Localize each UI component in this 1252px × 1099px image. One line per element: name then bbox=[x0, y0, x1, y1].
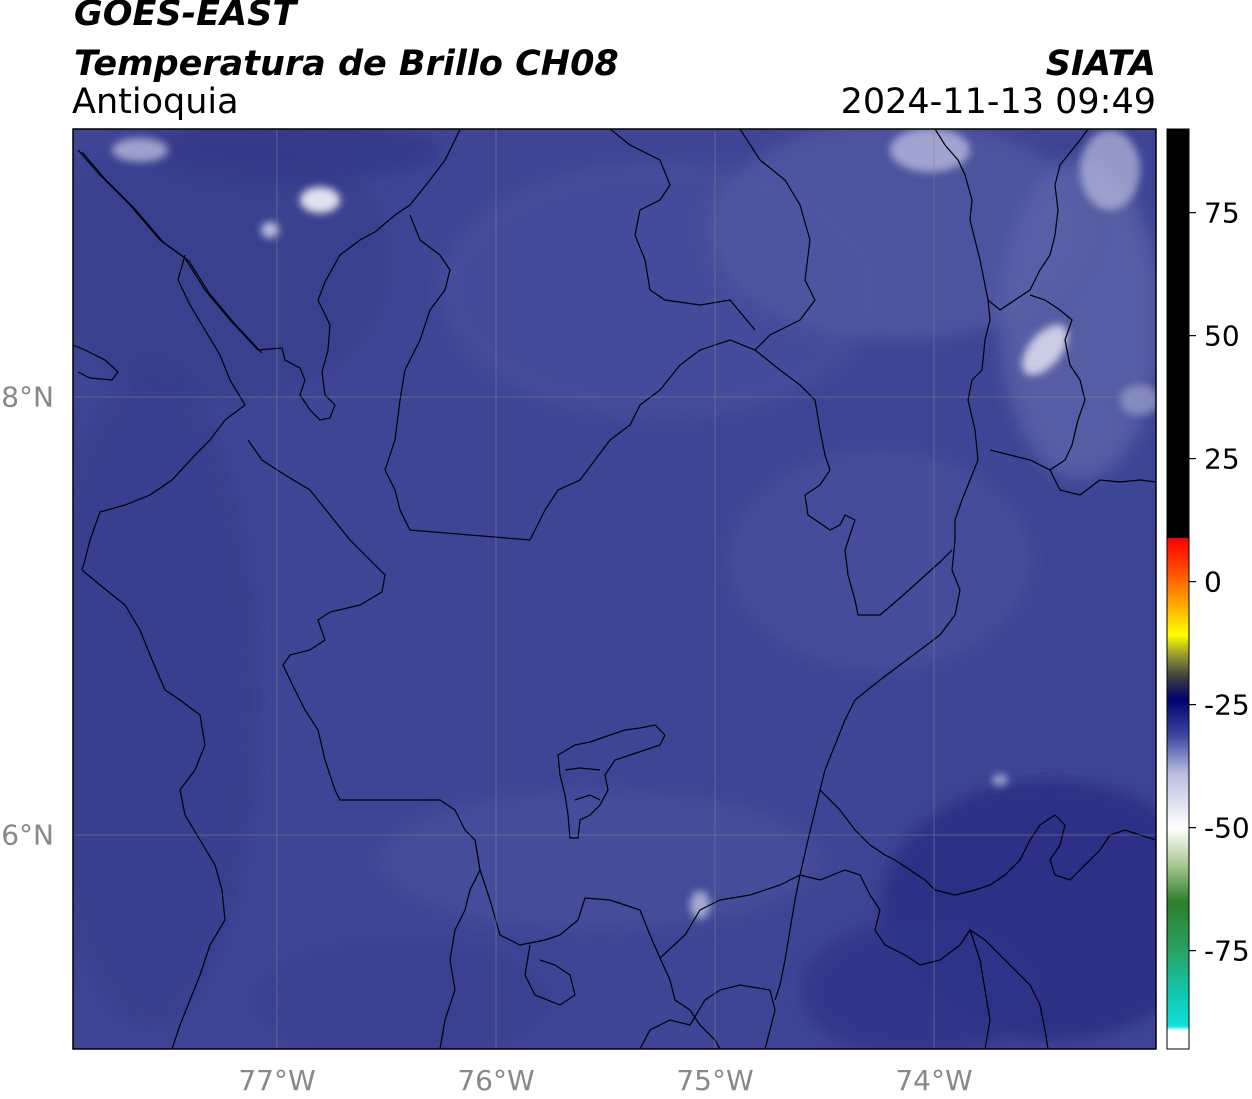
colorbar-tick-label: -75 bbox=[1204, 934, 1250, 968]
lat-tick-6n: 6°N bbox=[1, 818, 54, 852]
lon-tick-76w: 76°W bbox=[457, 1064, 535, 1097]
map-frame bbox=[72, 128, 1157, 1050]
colorbar-frame bbox=[1166, 128, 1190, 1050]
lon-tick-75w: 75°W bbox=[676, 1064, 754, 1097]
colorbar-tick-label: 25 bbox=[1204, 442, 1240, 476]
satellite-title: GOES-EAST bbox=[74, 0, 297, 34]
graticule bbox=[73, 129, 1156, 1049]
colorbar-tick-label: -50 bbox=[1204, 811, 1250, 845]
colorbar-tick-label: -25 bbox=[1204, 688, 1250, 722]
lat-tick-8n: 8°N bbox=[1, 380, 54, 414]
agency-label: SIATA bbox=[1045, 44, 1156, 84]
cold-bright-spots bbox=[112, 129, 1156, 919]
colorbar-gradient bbox=[1167, 129, 1189, 1049]
lon-tick-74w: 74°W bbox=[895, 1064, 973, 1097]
product-title: Temperatura de Brillo CH08 bbox=[74, 44, 619, 84]
colorbar-tick-label: 50 bbox=[1204, 319, 1240, 353]
brightness-temperature-field bbox=[73, 129, 1156, 1049]
datetime-label: 2024-11-13 09:49 bbox=[840, 82, 1156, 122]
colorbar-tick-label: 0 bbox=[1204, 565, 1222, 599]
colorbar-tick-label: 75 bbox=[1204, 196, 1240, 230]
coastline-and-borders bbox=[73, 129, 1156, 1049]
lon-tick-77w: 77°W bbox=[238, 1064, 316, 1097]
region-label: Antioquia bbox=[72, 82, 239, 122]
colorbar bbox=[1166, 128, 1196, 1050]
